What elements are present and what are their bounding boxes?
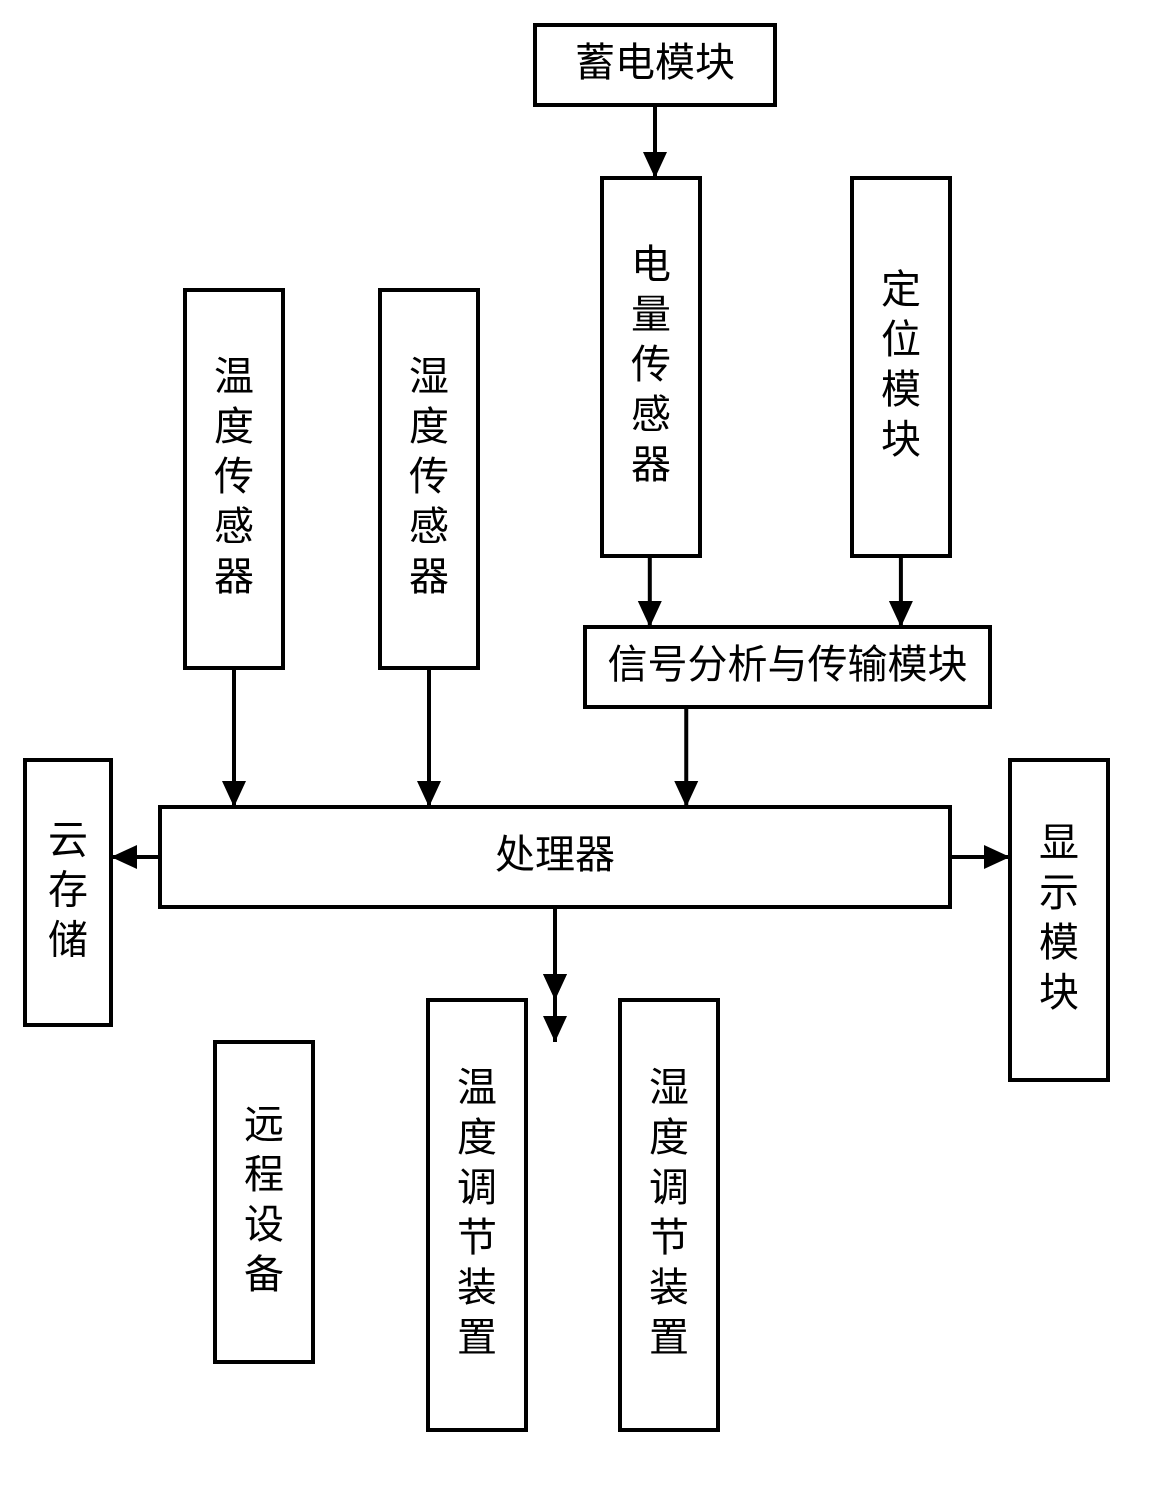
node-label: 湿度传感器	[409, 354, 449, 599]
node-signal: 信号分析与传输模块	[585, 627, 990, 707]
arrow-head	[984, 845, 1010, 869]
node-humid_sensor: 湿度传感器	[380, 290, 478, 668]
arrow-head	[417, 781, 441, 807]
node-location: 定位模块	[852, 178, 950, 556]
arrow-head	[674, 781, 698, 807]
node-label: 云存储	[48, 818, 88, 963]
node-storage: 蓄电模块	[535, 25, 775, 105]
node-power_sensor: 电量传感器	[602, 178, 700, 556]
arrow-head	[222, 781, 246, 807]
node-label: 电量传感器	[631, 242, 671, 487]
node-processor: 处理器	[160, 807, 950, 907]
arrow-head	[643, 152, 667, 178]
node-temp_adjust: 温度调节装置	[428, 1000, 526, 1430]
node-humid_adjust: 湿度调节装置	[620, 1000, 718, 1430]
diagram-canvas: 蓄电模块电量传感器 定位模块 温度传感器 湿度传感器信号分析与传输模块处理器 云存储 显示…	[0, 0, 1157, 1506]
arrow-head	[889, 601, 913, 627]
arrow-head	[638, 601, 662, 627]
node-temp_sensor: 温度传感器	[185, 290, 283, 668]
arrow-head	[111, 845, 137, 869]
node-label: 处理器	[495, 832, 615, 877]
node-label: 蓄电模块	[575, 40, 735, 85]
node-label: 温度传感器	[214, 354, 254, 599]
arrow-head	[543, 974, 567, 1000]
arrow-head	[543, 1016, 567, 1042]
node-label: 信号分析与传输模块	[608, 642, 968, 687]
node-cloud: 云存储	[25, 760, 111, 1025]
node-display: 显示模块	[1010, 760, 1108, 1080]
node-remote: 远程设备	[215, 1042, 313, 1362]
